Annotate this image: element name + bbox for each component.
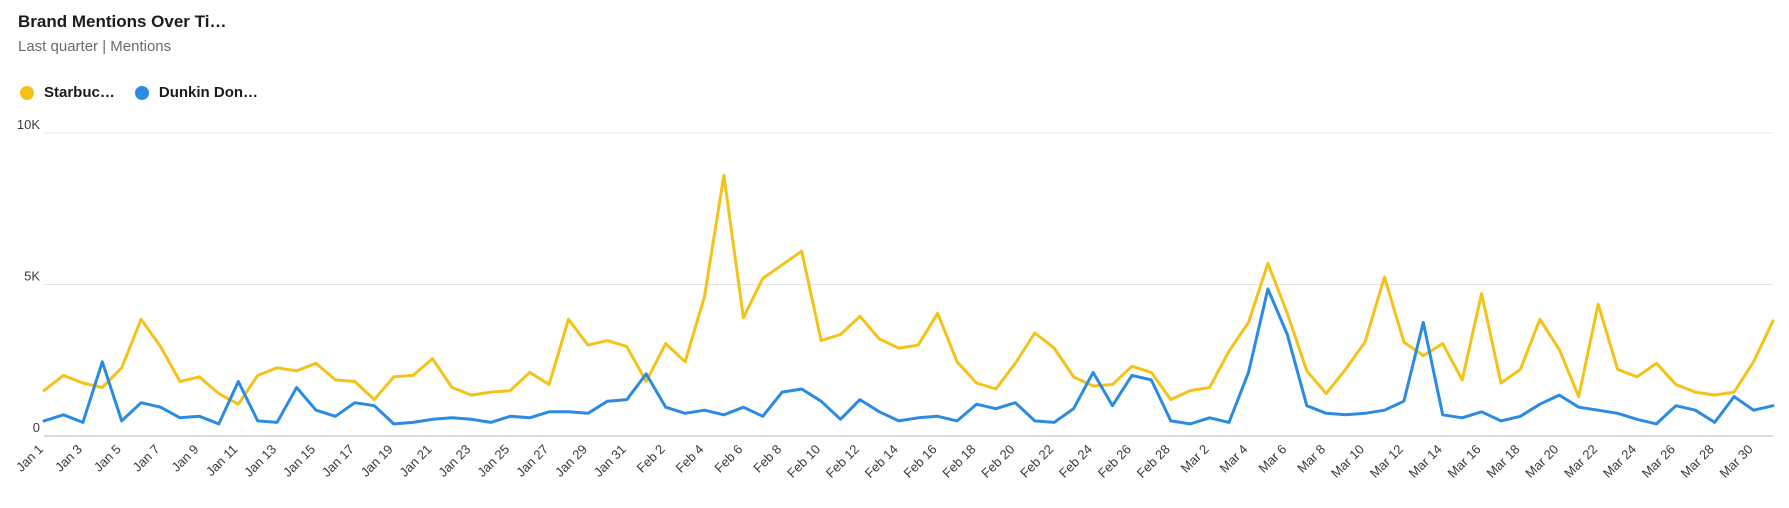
legend-swatch-dunkin	[134, 85, 149, 100]
x-tick-label: Jan 19	[358, 442, 396, 480]
x-tick-label: Jan 17	[319, 442, 357, 480]
x-tick-label: Mar 24	[1600, 442, 1639, 481]
chart-title: Brand Mentions Over Ti…	[18, 12, 227, 31]
x-tick-label: Jan 1	[13, 442, 46, 475]
x-tick-label: Jan 29	[552, 442, 590, 480]
series-line-dunkin	[42, 287, 1775, 426]
x-tick-label: Jan 11	[203, 442, 241, 480]
x-tick-label: Jan 31	[591, 442, 629, 480]
x-tick-label: Mar 10	[1328, 442, 1367, 481]
x-tick-label: Mar 4	[1216, 442, 1250, 476]
y-tick-label: 5K	[24, 269, 40, 284]
x-tick-label: Feb 22	[1017, 442, 1056, 481]
x-tick-label: Feb 24	[1056, 442, 1095, 481]
legend-swatch-starbucks	[20, 85, 34, 100]
x-tick-label: Jan 21	[396, 442, 434, 480]
x-tick-label: Feb 2	[634, 442, 668, 476]
x-tick-label: Jan 5	[91, 442, 124, 475]
chart-subtitle: Last quarter | Mentions	[18, 38, 172, 55]
x-tick-label: Feb 12	[823, 442, 862, 481]
x-tick-label: Mar 8	[1294, 442, 1328, 476]
x-tick-label: Feb 4	[673, 442, 707, 476]
x-tick-label: Jan 27	[513, 442, 551, 480]
x-tick-label: Mar 30	[1716, 442, 1755, 481]
x-tick-label: Feb 8	[750, 442, 784, 476]
x-tick-label: Feb 6	[711, 442, 745, 476]
x-tick-label: Mar 26	[1639, 442, 1678, 481]
x-tick-label: Mar 22	[1561, 442, 1600, 481]
x-tick-label: Mar 28	[1678, 442, 1717, 481]
x-tick-label: Feb 18	[939, 442, 978, 481]
legend-item-starbucks[interactable]: Starbuc…	[20, 84, 115, 101]
x-tick-label: Feb 20	[978, 442, 1017, 481]
x-tick-label: Feb 14	[862, 442, 901, 481]
x-tick-label: Mar 18	[1483, 442, 1522, 481]
legend-label-starbucks: Starbuc…	[44, 84, 115, 101]
chart-legend: Starbuc… Dunkin Don…	[20, 84, 278, 101]
legend-item-dunkin[interactable]: Dunkin Don…	[134, 84, 259, 101]
x-tick-label: Jan 15	[280, 442, 318, 480]
x-tick-label: Feb 28	[1134, 442, 1173, 481]
x-tick-label: Mar 20	[1522, 442, 1561, 481]
x-tick-label: Jan 25	[474, 442, 512, 480]
x-tick-label: Jan 23	[435, 442, 473, 480]
y-tick-label: 10K	[17, 117, 40, 132]
x-tick-label: Mar 6	[1255, 442, 1289, 476]
x-tick-label: Feb 10	[784, 442, 823, 481]
y-tick-label: 0	[33, 420, 40, 435]
x-tick-label: Jan 7	[130, 442, 163, 475]
x-tick-label: Mar 2	[1178, 442, 1212, 476]
legend-label-dunkin: Dunkin Don…	[158, 84, 259, 101]
x-tick-label: Feb 16	[901, 442, 940, 481]
x-tick-label: Mar 12	[1367, 442, 1406, 481]
series-line-starbucks	[42, 173, 1775, 406]
x-tick-label: Mar 16	[1444, 442, 1483, 481]
x-tick-label: Feb 26	[1095, 442, 1134, 481]
x-tick-label: Mar 14	[1406, 442, 1445, 481]
x-tick-label: Jan 9	[168, 442, 201, 475]
x-tick-label: Jan 13	[241, 442, 279, 480]
x-tick-label: Jan 3	[52, 442, 85, 475]
